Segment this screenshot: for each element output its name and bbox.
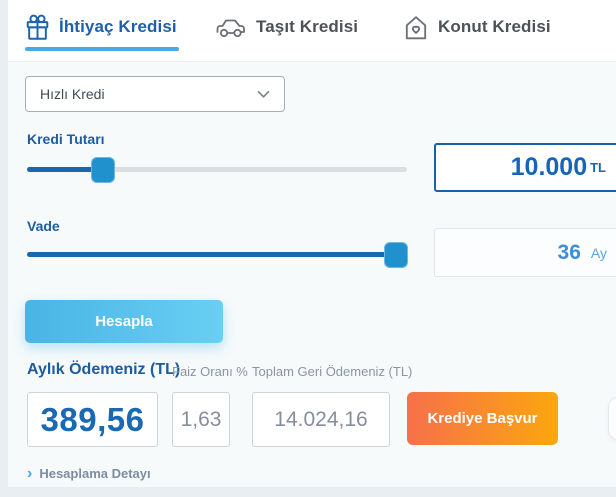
monthly-payment-box: 389,56 (27, 392, 158, 447)
chevron-right-icon: › (27, 464, 33, 482)
term-slider-fill (27, 242, 408, 268)
tab-label: Konut Kredisi (438, 17, 551, 36)
calculation-details-link[interactable]: › Hesaplama Detayı (27, 464, 151, 482)
term-slider-handle[interactable] (383, 242, 408, 268)
active-tab-underline (25, 47, 179, 51)
amount-label: Kredi Tutarı (27, 131, 105, 147)
gift-icon (25, 13, 50, 41)
details-link-label: Hesaplama Detayı (39, 466, 151, 481)
loan-type-select[interactable]: Hızlı Kredi (25, 76, 285, 112)
amount-input[interactable]: 10.000 TL (434, 143, 616, 192)
tab-ihtiyac-kredisi[interactable]: İhtiyaç Kredisi (25, 10, 177, 44)
interest-rate-box: 1,63 (172, 392, 230, 447)
house-heart-icon (403, 14, 429, 41)
total-repayment-label: Toplam Geri Ödemeniz (TL) (252, 364, 413, 379)
car-icon (214, 15, 247, 39)
term-value: 36 (557, 240, 581, 264)
tab-label: Taşıt Kredisi (256, 17, 359, 36)
term-label: Vade (27, 218, 60, 234)
chevron-down-icon (257, 90, 270, 99)
term-input[interactable]: 36 Ay (434, 228, 616, 277)
tab-tasit-kredisi[interactable]: Taşıt Kredisi (214, 10, 358, 44)
total-repayment-box: 14.024,16 (252, 392, 390, 447)
tab-konut-kredisi[interactable]: Konut Kredisi (403, 10, 551, 44)
partial-right-element (608, 397, 616, 440)
term-unit: Ay (590, 244, 607, 261)
amount-value: 10.000 (510, 153, 588, 181)
amount-unit: TL (590, 160, 606, 175)
interest-rate-value: 1,63 (180, 407, 222, 431)
amount-slider-handle[interactable] (91, 157, 115, 183)
interest-rate-label: Faiz Oranı % (172, 364, 248, 379)
total-repayment-value: 14.024,16 (274, 407, 368, 431)
calculate-button[interactable]: Hesapla (25, 300, 223, 343)
tab-bar (8, 0, 616, 62)
loan-type-value: Hızlı Kredi (40, 86, 105, 102)
monthly-payment-value: 389,56 (40, 400, 145, 438)
amount-slider-fill (27, 157, 115, 183)
apply-loan-button[interactable]: Krediye Başvur (407, 392, 558, 445)
amount-slider[interactable] (27, 157, 407, 183)
term-slider[interactable] (27, 242, 408, 268)
monthly-payment-label: Aylık Ödemeniz (TL) (27, 361, 181, 378)
tab-label: İhtiyaç Kredisi (59, 17, 177, 36)
